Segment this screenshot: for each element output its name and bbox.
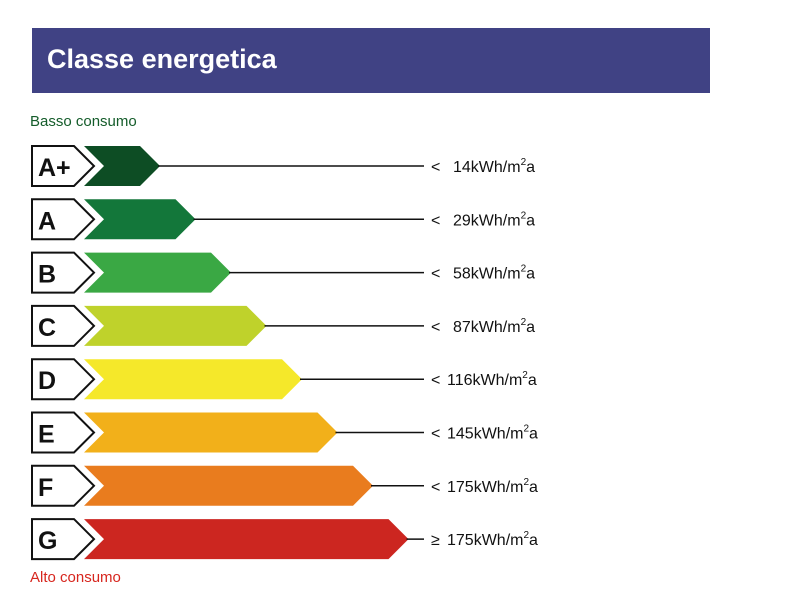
page-title: Classe energetica bbox=[47, 44, 277, 74]
threshold-label-c: <87kWh/m2a bbox=[431, 317, 535, 336]
class-label-d: D bbox=[38, 367, 56, 395]
rating-bar-a bbox=[84, 199, 196, 240]
threshold-label-g: ≥175kWh/m2a bbox=[431, 530, 538, 549]
threshold-label-d: <116kWh/m2a bbox=[431, 370, 537, 389]
threshold-label-e: <145kWh/m2a bbox=[431, 424, 538, 443]
class-label-box-a-plus bbox=[31, 145, 96, 187]
threshold-label-a: <29kWh/m2a bbox=[431, 210, 535, 229]
class-label-box-d bbox=[31, 358, 96, 401]
high-consumption-label: Alto consumo bbox=[30, 569, 121, 586]
rating-bar-c bbox=[84, 305, 267, 346]
class-label-g: G bbox=[38, 527, 57, 555]
rating-bar-e bbox=[84, 412, 338, 453]
class-label-box-b bbox=[31, 251, 96, 294]
class-label-box-f bbox=[31, 464, 96, 507]
rating-bar-g bbox=[84, 519, 409, 560]
rating-bar-d bbox=[84, 359, 302, 400]
class-label-box-a bbox=[31, 198, 96, 241]
class-label-box-e bbox=[31, 411, 96, 454]
rating-bar-a-plus bbox=[84, 146, 160, 186]
class-label-e: E bbox=[38, 421, 55, 449]
class-label-box-c bbox=[31, 304, 96, 347]
rating-bar-f bbox=[84, 465, 373, 506]
threshold-label-b: <58kWh/m2a bbox=[431, 264, 535, 283]
class-label-a: A bbox=[38, 207, 56, 235]
rating-bar-b bbox=[84, 252, 231, 293]
class-label-f: F bbox=[38, 474, 53, 502]
class-label-b: B bbox=[38, 261, 56, 289]
class-label-a-plus: A+ bbox=[38, 154, 71, 182]
header-banner: Classe energetica bbox=[32, 28, 710, 93]
class-label-box-g bbox=[31, 518, 96, 561]
threshold-label-f: <175kWh/m2a bbox=[431, 477, 538, 496]
low-consumption-label: Basso consumo bbox=[30, 113, 137, 130]
threshold-label-a-plus: <14kWh/m2a bbox=[431, 157, 535, 176]
class-label-c: C bbox=[38, 314, 56, 342]
